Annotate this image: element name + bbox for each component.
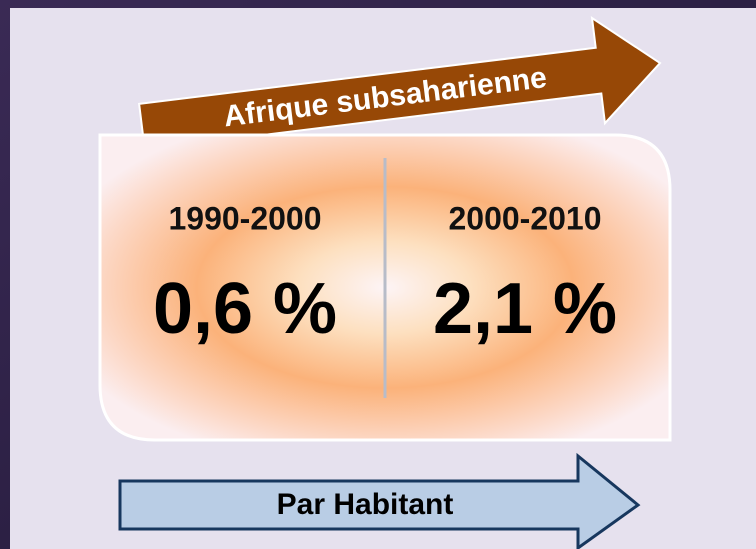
footer-arrow (118, 452, 641, 549)
footer-text: Par Habitant (277, 488, 454, 521)
period-label: 1990-2000 (168, 200, 321, 236)
period-value: 0,6 % (153, 269, 337, 349)
period-label: 2000-2010 (448, 200, 601, 236)
period-value: 2,1 % (433, 269, 617, 349)
